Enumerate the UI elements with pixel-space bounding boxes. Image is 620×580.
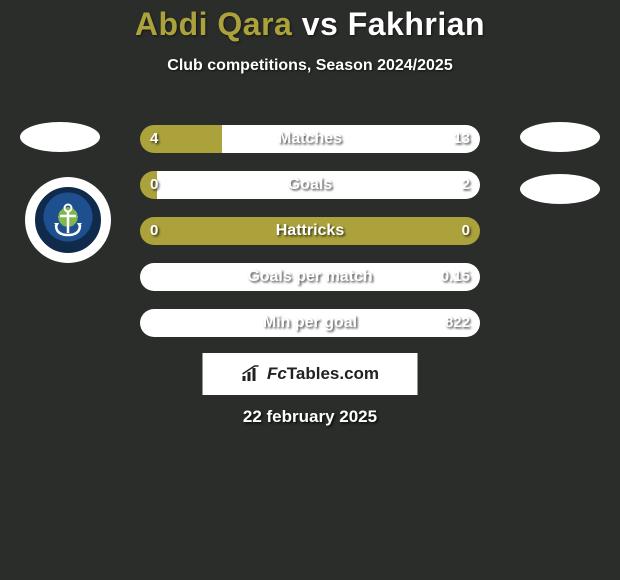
- chart-icon: [241, 365, 261, 383]
- title-player2: Fakhrian: [348, 6, 485, 42]
- brand-tables: Tables.com: [287, 364, 379, 384]
- date-label: 22 february 2025: [0, 407, 620, 427]
- stat-row: 413Matches: [140, 125, 480, 153]
- fctables-logo: FcTables.com: [203, 353, 418, 395]
- player2-club-badge-icon: [520, 174, 600, 204]
- player2-badge-icon: [520, 122, 600, 152]
- brand-fc: Fc: [267, 364, 287, 384]
- player1-club-logo-icon: [25, 177, 111, 263]
- stat-label: Matches: [140, 125, 480, 153]
- comparison-bars: 413Matches 02Goals 00Hattricks 0.15Goals pe…: [140, 125, 480, 355]
- stat-label: Hattricks: [140, 217, 480, 245]
- stat-row: 0.15Goals per match: [140, 263, 480, 291]
- title-player1: Abdi Qara: [135, 6, 292, 42]
- stat-row: 02Goals: [140, 171, 480, 199]
- stat-label: Goals: [140, 171, 480, 199]
- stat-row: 00Hattricks: [140, 217, 480, 245]
- stat-label: Min per goal: [140, 309, 480, 337]
- title-vs: vs: [302, 6, 339, 42]
- subtitle: Club competitions, Season 2024/2025: [0, 57, 620, 75]
- comparison-title: Abdi Qara vs Fakhrian: [0, 0, 620, 43]
- stat-row: 822Min per goal: [140, 309, 480, 337]
- stat-label: Goals per match: [140, 263, 480, 291]
- player1-badge-icon: [20, 122, 100, 152]
